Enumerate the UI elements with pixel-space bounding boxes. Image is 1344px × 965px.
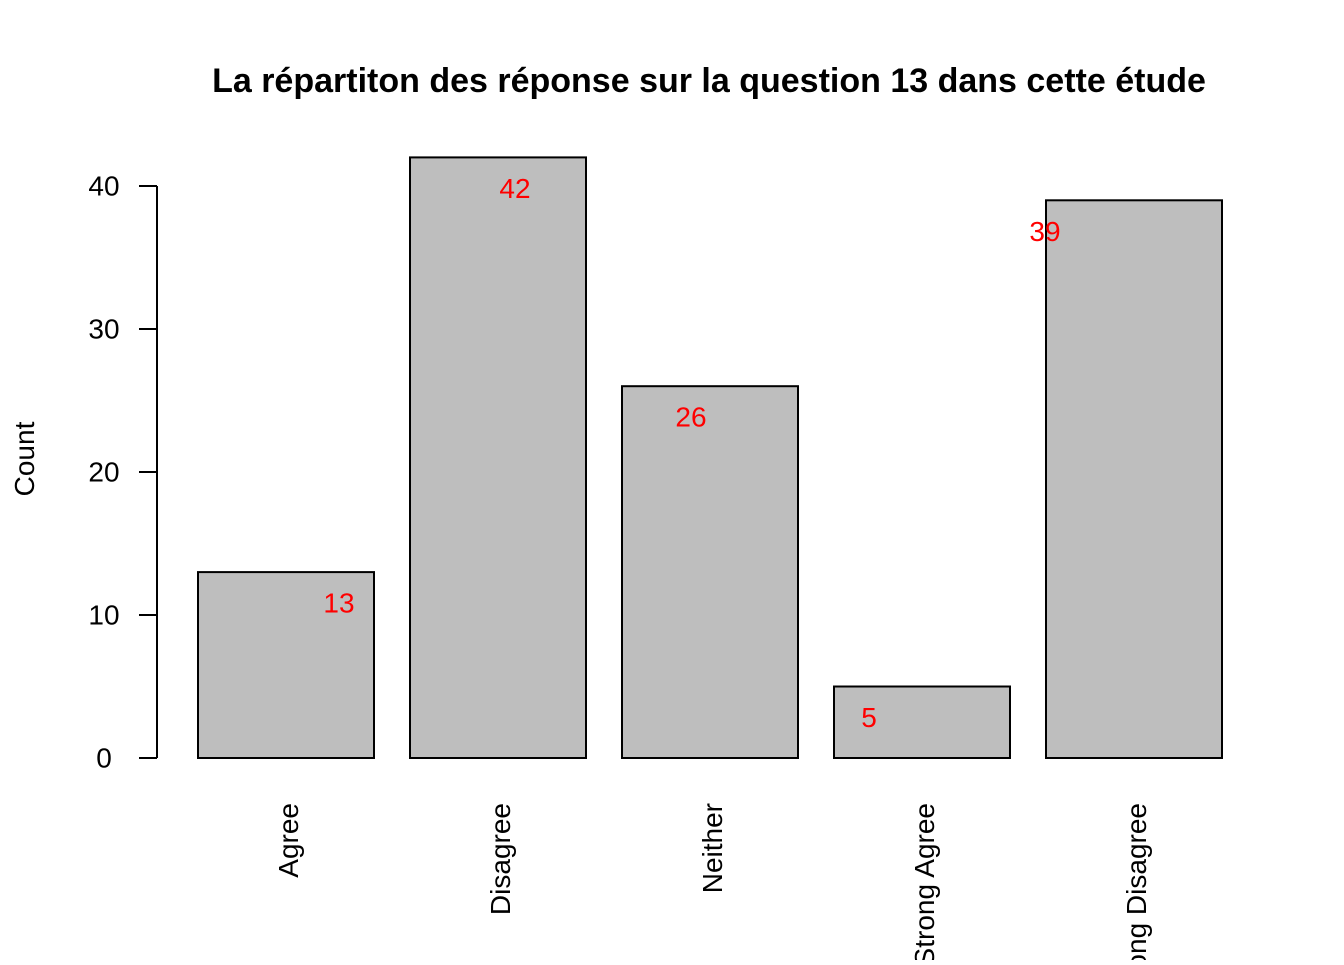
data-labels: 13 42 26 5 39 [323,173,1060,733]
y-tick-label: 0 [96,743,112,774]
bar [197,571,375,759]
category-label: Agree [273,803,304,878]
y-tick-label: 20 [88,457,119,488]
y-tick-label: 30 [88,314,119,345]
y-tick-label: 10 [88,600,119,631]
bars [197,156,1223,760]
data-label: 5 [861,702,877,733]
data-label: 39 [1029,216,1060,247]
category-label: Disagree [485,803,516,915]
data-label: 13 [323,588,354,619]
category-label: Strong Agree [909,803,940,960]
y-axis: 0 10 20 30 40 [88,171,158,774]
data-label: 26 [675,402,706,433]
category-label: Neither [697,803,728,893]
bar [833,685,1011,759]
bar [621,385,799,759]
y-tick-label: 40 [88,171,119,202]
x-axis-labels: Agree Disagree Neither Strong Agree Strong D… [273,803,1152,960]
y-axis-title: Count [9,421,40,496]
bar [409,156,587,759]
category-label: Strong Disagree [1121,803,1152,960]
data-label: 42 [499,173,530,204]
chart-title: La répartiton des réponse sur la questio… [212,62,1206,100]
bar [1045,199,1223,760]
